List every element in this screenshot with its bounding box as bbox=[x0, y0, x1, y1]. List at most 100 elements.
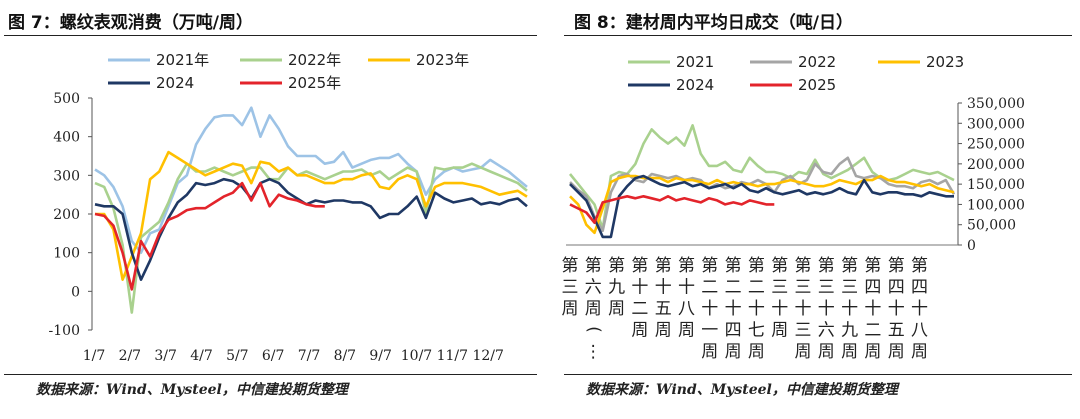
series-line-2025年 bbox=[94, 181, 325, 291]
x-tick-label: 7/7 bbox=[298, 348, 321, 364]
x-tick-label: 3/7 bbox=[154, 348, 177, 364]
x-tick-label: 10/7 bbox=[401, 348, 432, 364]
x-tick-label-char: 第 bbox=[562, 256, 579, 276]
x-tick-label-char: 周 bbox=[678, 321, 695, 341]
y-tick-label: 0 bbox=[967, 238, 976, 254]
x-tick-label: 4/7 bbox=[190, 348, 213, 364]
legend-label: 2021年 bbox=[156, 51, 209, 69]
x-tick-label-char: 四 bbox=[725, 321, 742, 341]
y-tick-label: 350,000 bbox=[967, 96, 1025, 112]
x-tick-label-char: 十 bbox=[655, 278, 672, 298]
x-tick-label-char: 周 bbox=[795, 342, 812, 362]
x-tick-label: 5/7 bbox=[226, 348, 249, 364]
x-tick-label-char: 三 bbox=[818, 278, 835, 298]
legend-label: 2024 bbox=[156, 74, 194, 92]
x-tick-label-char: 九 bbox=[841, 321, 858, 341]
x-tick-label-char: 二 bbox=[701, 278, 718, 298]
x-tick-label-char: 三 bbox=[795, 278, 812, 298]
x-tick-label-char: 第 bbox=[678, 256, 695, 276]
x-tick-label: 2/7 bbox=[119, 348, 142, 364]
x-tick-label-char: 六 bbox=[585, 278, 602, 298]
x-tick-label-char: 三 bbox=[841, 278, 858, 298]
x-tick-label-char: 第 bbox=[841, 256, 858, 276]
series-line-2024 bbox=[569, 174, 954, 239]
x-tick-label-char: 周 bbox=[655, 321, 672, 341]
y-tick-label: 100,000 bbox=[967, 197, 1025, 213]
series-line-2023年 bbox=[95, 150, 528, 282]
x-tick-label-char: 十 bbox=[864, 299, 881, 319]
chart-panel-fig8: 图 8：建材周内平均日成交（吨/日） 2021 2022 2023 2024 2025 0… bbox=[560, 0, 1080, 419]
x-tick-label-char: 二 bbox=[864, 321, 881, 341]
series-line-2023 bbox=[569, 174, 955, 235]
x-tick-label: 8/7 bbox=[334, 348, 357, 364]
x-tick-label-char: 八 bbox=[911, 321, 928, 341]
x-tick-label: 9/7 bbox=[369, 348, 392, 364]
fig8-line-chart: 2021 2022 2023 2024 2025 0 50,000 100,000 150,00… bbox=[562, 53, 1025, 362]
x-tick-label-char: 周 bbox=[608, 299, 625, 319]
x-tick-label-char: 第 bbox=[701, 256, 718, 276]
chart-title: 图 8：建材周内平均日成交（吨/日） bbox=[574, 13, 853, 33]
x-tick-label-char: 周 bbox=[562, 299, 579, 319]
x-tick-label-char: 十 bbox=[748, 299, 765, 319]
x-tick-label-char: 周 bbox=[701, 342, 718, 362]
legend-label: 2021 bbox=[676, 53, 714, 71]
x-tick-label-char: 十 bbox=[911, 299, 928, 319]
x-tick-label-char: 第 bbox=[585, 256, 602, 276]
y-tick-label: 0 bbox=[71, 284, 80, 300]
title-rule bbox=[4, 35, 537, 36]
x-tick-label-char: 五 bbox=[655, 299, 672, 319]
x-tick-label-char: 十 bbox=[771, 299, 788, 319]
chart-panel-fig7: 图 7：螺纹表观消费（万吨/周） 2021年 2022年 2023年 2024 2025… bbox=[4, 13, 537, 398]
chart-source: 数据来源：Wind、Mysteel，中信建投期货整理 bbox=[586, 382, 898, 398]
y-tick-label: 300,000 bbox=[967, 116, 1025, 132]
x-tick-label: 1/7 bbox=[83, 348, 106, 364]
x-tick-label-char: 十 bbox=[701, 299, 718, 319]
x-tick-label-char: 第 bbox=[631, 256, 648, 276]
x-tick-label-char: 第 bbox=[608, 256, 625, 276]
legend: 2021年 2022年 2023年 2024 2025年 bbox=[108, 51, 469, 92]
x-tick-label-char: 四 bbox=[888, 278, 905, 298]
x-tick-label-char: 周 bbox=[631, 321, 648, 341]
legend-label: 2022 bbox=[798, 53, 836, 71]
y-tick-label: 150,000 bbox=[967, 177, 1025, 193]
x-tick-label-char: 第 bbox=[795, 256, 812, 276]
x-tick-label-char: 周 bbox=[725, 342, 742, 362]
x-tick-label-char: 第 bbox=[748, 256, 765, 276]
x-tick-label-char: 五 bbox=[888, 321, 905, 341]
x-tick-label-char: 三 bbox=[795, 321, 812, 341]
chart-source: 数据来源：Wind、Mysteel，中信建投期货整理 bbox=[36, 382, 348, 398]
y-tick-label: 300 bbox=[53, 168, 80, 184]
x-tick-label-char: 三 bbox=[771, 278, 788, 298]
legend-label: 2025 bbox=[798, 76, 836, 94]
x-tick-label-char: 第 bbox=[655, 256, 672, 276]
legend-label: 2022年 bbox=[288, 51, 341, 69]
x-tick-label-char: 十 bbox=[631, 278, 648, 298]
legend-label: 2024 bbox=[676, 76, 714, 94]
x-tick-label-char: 周 bbox=[911, 342, 928, 362]
x-tick-label-char: 第 bbox=[911, 256, 928, 276]
x-tick-label-char: 周 bbox=[818, 342, 835, 362]
fig7-line-chart: 2021年 2022年 2023年 2024 2025年 -100 0 100 200 300 40… bbox=[49, 51, 528, 364]
y-tick-label: 400 bbox=[53, 130, 80, 146]
legend-label: 2023 bbox=[926, 53, 964, 71]
series-line-2025 bbox=[569, 195, 775, 224]
x-tick-label-char: 周 bbox=[888, 342, 905, 362]
x-tick-label-char: 二 bbox=[631, 299, 648, 319]
x-tick-label-char: 四 bbox=[911, 278, 928, 298]
y-tick-label: 250,000 bbox=[967, 137, 1025, 153]
x-tick-label-char: 二 bbox=[748, 278, 765, 298]
x-tick-label-char: 六 bbox=[818, 321, 835, 341]
legend-label: 2025年 bbox=[288, 74, 341, 92]
y-tick-label: 50,000 bbox=[967, 218, 1016, 234]
x-tick-label-char: 四 bbox=[864, 278, 881, 298]
y-tick-label: -100 bbox=[49, 323, 80, 339]
legend-label: 2023年 bbox=[416, 51, 469, 69]
x-tick-label-char: 七 bbox=[748, 321, 765, 341]
y-tick-label: 100 bbox=[53, 246, 80, 262]
y-tick-label: 200 bbox=[53, 207, 80, 223]
y-tick-label: 200,000 bbox=[967, 157, 1025, 173]
chart-title: 图 7：螺纹表观消费（万吨/周） bbox=[8, 13, 253, 33]
x-tick-label-char: 十 bbox=[725, 299, 742, 319]
x-tick-label-char: 八 bbox=[678, 299, 695, 319]
x-tick-label-char: 二 bbox=[725, 278, 742, 298]
